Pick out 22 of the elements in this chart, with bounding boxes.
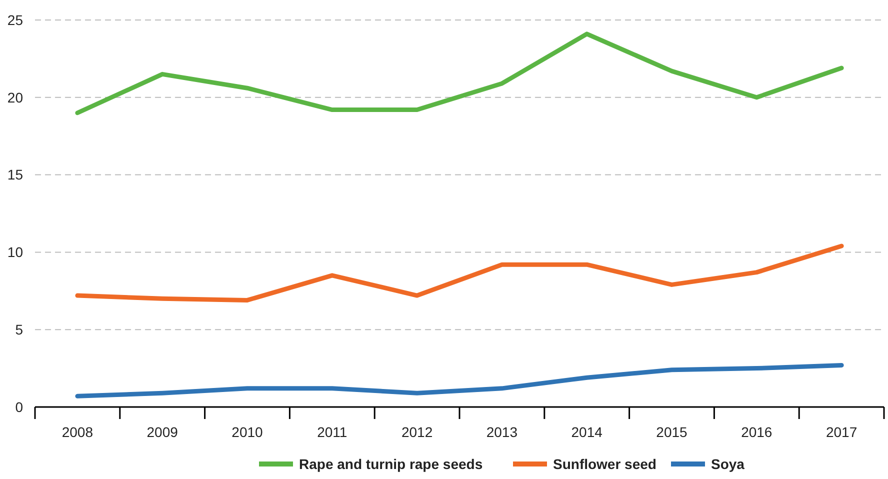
x-tick-label: 2011 bbox=[317, 424, 348, 440]
x-tick-label: 2015 bbox=[656, 424, 688, 440]
y-tick-label: 0 bbox=[15, 398, 24, 415]
x-tick-label: 2013 bbox=[486, 424, 518, 440]
x-tick-label: 2014 bbox=[571, 424, 603, 440]
x-tick-label: 2016 bbox=[741, 424, 772, 440]
line-series bbox=[75, 244, 844, 302]
legend-label: Soya bbox=[711, 456, 745, 472]
y-tick-label: 20 bbox=[7, 89, 24, 106]
line-series bbox=[75, 32, 844, 116]
x-tick-label: 2017 bbox=[826, 424, 858, 440]
legend-label: Sunflower seed bbox=[553, 456, 656, 472]
y-tick-label: 10 bbox=[7, 244, 24, 260]
x-tick-label: 2010 bbox=[232, 424, 264, 440]
y-tick-label: 15 bbox=[7, 166, 24, 183]
y-tick-label: 25 bbox=[7, 12, 24, 28]
x-tick-label: 2012 bbox=[401, 424, 433, 440]
line-series bbox=[75, 362, 844, 398]
x-tick-label: 2009 bbox=[146, 424, 178, 440]
y-tick-label: 5 bbox=[15, 322, 24, 338]
x-tick-label: 2008 bbox=[62, 424, 94, 440]
legend-label: Rape and turnip rape seeds bbox=[299, 456, 483, 472]
